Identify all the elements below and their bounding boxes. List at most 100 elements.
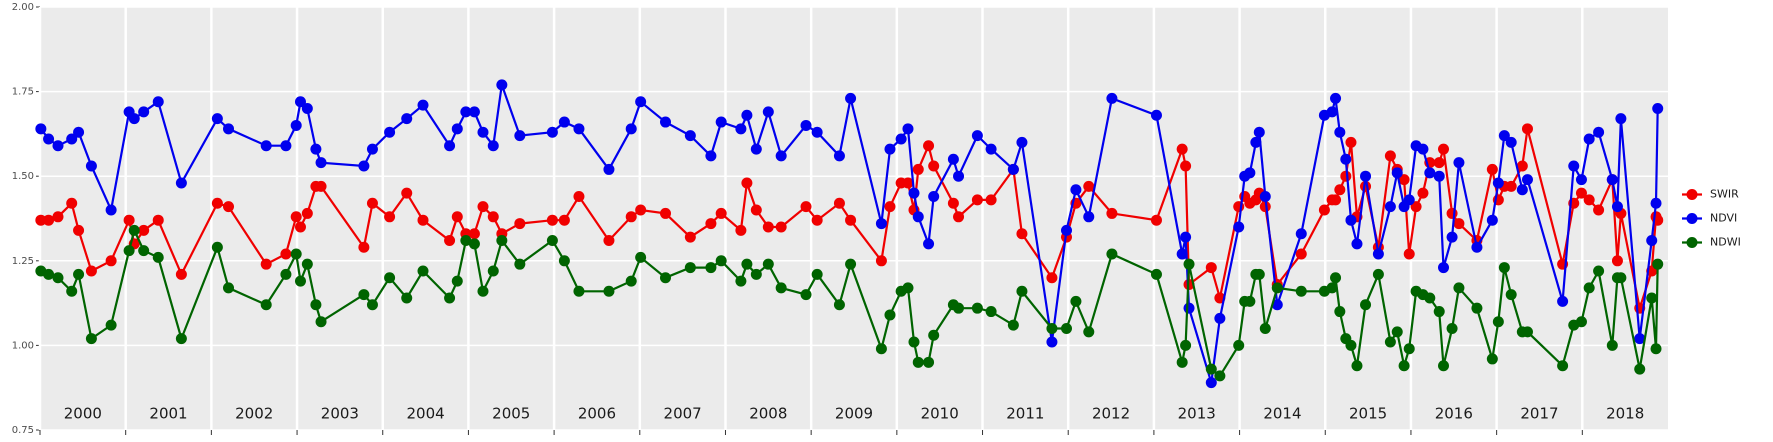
point [301,103,313,115]
point [477,126,489,138]
point [223,201,235,213]
point [1438,360,1450,372]
point [138,224,150,236]
point [514,218,526,230]
y-tick-label: 1.50 [12,171,34,182]
point [477,285,489,297]
point [417,99,429,111]
point [811,268,823,280]
point [635,204,647,216]
point [128,224,140,236]
point [1360,170,1372,182]
point [1326,106,1338,118]
point [280,140,292,152]
point [800,119,812,131]
point [444,140,456,152]
point [1583,282,1595,294]
point [1233,339,1245,351]
point [659,116,671,128]
point [223,123,235,135]
point [800,289,812,301]
point [762,258,774,270]
point [138,245,150,257]
point [1295,248,1307,260]
point [1083,211,1095,223]
point [35,214,47,226]
point [1180,231,1192,243]
point [1083,180,1095,192]
point [138,106,150,118]
point [875,218,887,230]
point [384,272,396,284]
point [1259,201,1271,213]
point [985,143,997,155]
point [928,160,940,172]
x-tick-label: 2017 [1520,405,1558,423]
point [558,214,570,226]
point [833,299,845,311]
point [1345,339,1357,351]
point [1007,319,1019,331]
point [953,302,965,314]
point [1433,306,1445,318]
point [1583,133,1595,145]
point [1403,248,1415,260]
point [1016,136,1028,148]
x-tick-label: 2010 [921,405,959,423]
point [1398,174,1410,186]
point [762,106,774,118]
point [85,265,97,277]
point [573,123,585,135]
point [1521,123,1533,135]
point [73,126,85,138]
point [923,238,935,250]
point [1360,299,1372,311]
point [684,231,696,243]
point [908,187,920,199]
point [625,211,637,223]
point [451,211,463,223]
point [947,197,959,209]
point [971,130,983,142]
point [417,265,429,277]
x-tick-label: 2007 [664,405,702,423]
point [750,204,762,216]
point [635,251,647,263]
point [1070,184,1082,196]
point [280,268,292,280]
point [1233,221,1245,233]
point [875,343,887,355]
point [290,119,302,131]
point [1652,103,1664,115]
point [1438,143,1450,155]
point [800,201,812,213]
point [1611,255,1623,267]
point [1372,248,1384,260]
point [1516,184,1528,196]
point [487,211,499,223]
point [1046,272,1058,284]
point [1498,262,1510,274]
point [310,143,322,155]
point [366,143,378,155]
point [1340,153,1352,165]
point [750,268,762,280]
point [1486,163,1498,175]
legend-marker [1686,213,1698,224]
point [66,285,78,297]
point [451,275,463,287]
point [1424,167,1436,179]
point [928,191,940,203]
point [953,211,965,223]
point [1593,126,1605,138]
point [735,123,747,135]
x-tick-label: 2015 [1349,405,1387,423]
point [1271,299,1283,311]
point [1471,302,1483,314]
point [1521,326,1533,338]
point [1244,167,1256,179]
point [1351,360,1363,372]
point [487,265,499,277]
point [1345,136,1357,148]
